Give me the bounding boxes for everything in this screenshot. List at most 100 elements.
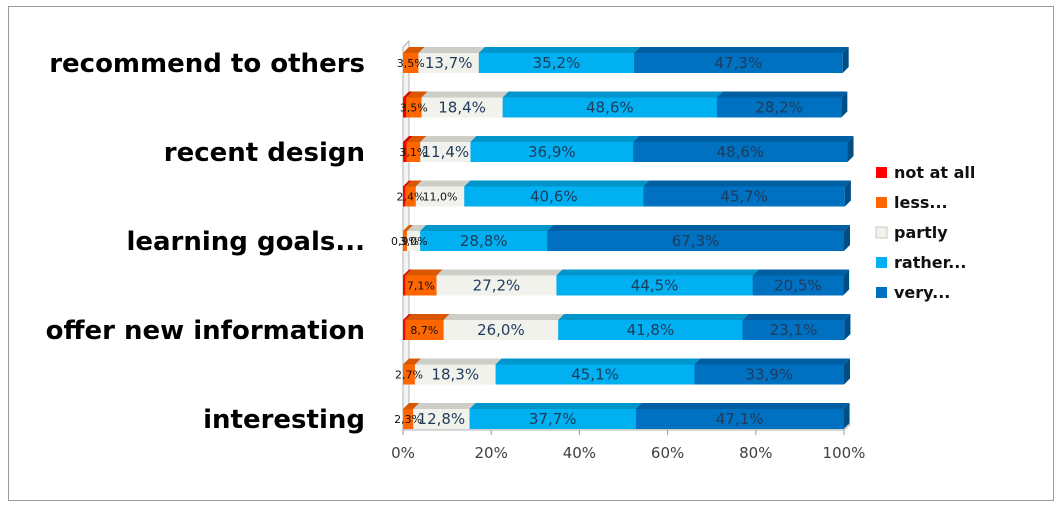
bar-segment xyxy=(405,320,444,340)
bar-top-face xyxy=(405,180,422,187)
legend-swatch xyxy=(875,226,888,239)
data-label: 37,7% xyxy=(529,410,577,428)
bar-segment xyxy=(634,53,843,73)
data-label: 47,1% xyxy=(716,410,764,428)
bar-top-face xyxy=(633,136,854,142)
bar-side-face xyxy=(847,136,854,162)
data-label: 28,2% xyxy=(755,99,803,117)
bar-segment xyxy=(547,231,844,251)
data-label: 47,3% xyxy=(715,54,763,72)
bar-top-face xyxy=(403,403,420,409)
bar-segment xyxy=(436,275,557,296)
data-label: 40,6% xyxy=(530,188,578,206)
bar-top-face xyxy=(634,47,849,53)
bar-top-face xyxy=(415,180,471,187)
bar-segment xyxy=(443,320,559,340)
bar-segment xyxy=(403,231,407,251)
data-label: 20,5% xyxy=(774,277,822,295)
data-label: 44,5% xyxy=(631,277,679,295)
bar-segment xyxy=(558,320,743,340)
bar-segment xyxy=(405,186,416,207)
bar-segment xyxy=(635,409,844,429)
bar-segment xyxy=(403,186,406,207)
x-tick-label: 80% xyxy=(739,444,772,462)
x-tick-label: 60% xyxy=(651,444,684,462)
bar-top-face xyxy=(403,269,412,276)
bar-segment xyxy=(742,320,845,340)
bar-segment xyxy=(415,186,465,207)
bar-top-face xyxy=(405,314,450,320)
legend-label: not at all xyxy=(894,163,975,182)
data-label: 33,9% xyxy=(745,366,793,384)
bar-top-face xyxy=(502,91,723,98)
data-labels-layer: 3,5% 13,7% 35,2% 47,3%3,5% 18,4% 48,6% 28,2%3,… xyxy=(391,54,822,428)
bar-top-face xyxy=(403,180,412,187)
bar-top-face xyxy=(556,269,759,276)
bar-side-face xyxy=(843,269,850,296)
bar-segment xyxy=(403,320,406,340)
legend-label: very... xyxy=(894,283,950,302)
data-label: 2,7% xyxy=(395,369,423,382)
bar-segment xyxy=(556,275,753,296)
bar-segment xyxy=(406,97,422,118)
x-axis-ticks-layer: 0% 20% 40% 60% 80% 100% xyxy=(391,430,865,462)
data-label: 18,3% xyxy=(431,366,479,384)
data-label: 11,4% xyxy=(422,143,470,161)
data-label: 7,1% xyxy=(407,280,435,293)
legend: not at all less... partly rather... very... xyxy=(875,163,975,302)
bar-side-face xyxy=(844,314,851,340)
bar-top-face xyxy=(403,358,421,365)
data-label: 3,1% xyxy=(399,146,427,159)
category-label: interesting xyxy=(203,405,365,435)
bar-segment xyxy=(469,409,636,429)
bar-top-face xyxy=(478,47,641,53)
x-tick-label: 40% xyxy=(563,444,596,462)
bar-top-face xyxy=(403,225,413,231)
bar-top-face xyxy=(716,91,848,98)
category-label: offer new information xyxy=(46,316,365,346)
bar-top-face xyxy=(406,91,428,98)
data-label: 3,5% xyxy=(400,102,428,115)
bar-segment xyxy=(421,97,503,118)
bar-segment xyxy=(502,97,717,118)
bar-top-face xyxy=(469,403,642,409)
bar-side-face xyxy=(841,91,848,118)
bar-top-face xyxy=(464,180,650,187)
data-label: 2,4% xyxy=(397,191,425,204)
data-label: 41,8% xyxy=(627,321,675,339)
data-label: 35,2% xyxy=(533,54,581,72)
legend-label: partly xyxy=(894,223,948,242)
data-label: 48,6% xyxy=(717,143,765,161)
bar-top-face xyxy=(418,47,485,53)
legend-label: less... xyxy=(894,193,948,212)
bar-top-face xyxy=(558,314,749,320)
data-label: 26,0% xyxy=(477,321,525,339)
bar-segment xyxy=(406,231,421,251)
legend-swatch xyxy=(876,167,887,178)
data-label: 2,3% xyxy=(394,413,422,426)
bar-top-face xyxy=(742,314,851,320)
bar-segment xyxy=(403,53,419,73)
bar-segment xyxy=(405,275,437,296)
bar-top-face xyxy=(420,136,477,142)
data-label: 8,7% xyxy=(410,324,438,337)
bar-segment xyxy=(643,186,845,207)
bar-segment xyxy=(403,409,414,429)
bar-top-face xyxy=(405,269,443,276)
bar-top-face xyxy=(694,358,850,365)
bar-segment xyxy=(406,142,421,162)
bar-segment xyxy=(413,409,470,429)
data-label: 13,7% xyxy=(425,54,473,72)
bars-layer xyxy=(403,47,854,429)
data-label: 28,8% xyxy=(460,232,508,250)
bar-side-face xyxy=(842,47,849,73)
data-label: 48,6% xyxy=(586,99,634,117)
bar-top-face xyxy=(547,225,850,231)
bar-top-face xyxy=(643,180,851,187)
bar-top-face xyxy=(470,136,640,142)
x-tick-label: 0% xyxy=(391,444,415,462)
bar-segment xyxy=(470,142,634,162)
data-label: 18,4% xyxy=(438,99,486,117)
data-label: 11,0% xyxy=(423,191,458,204)
